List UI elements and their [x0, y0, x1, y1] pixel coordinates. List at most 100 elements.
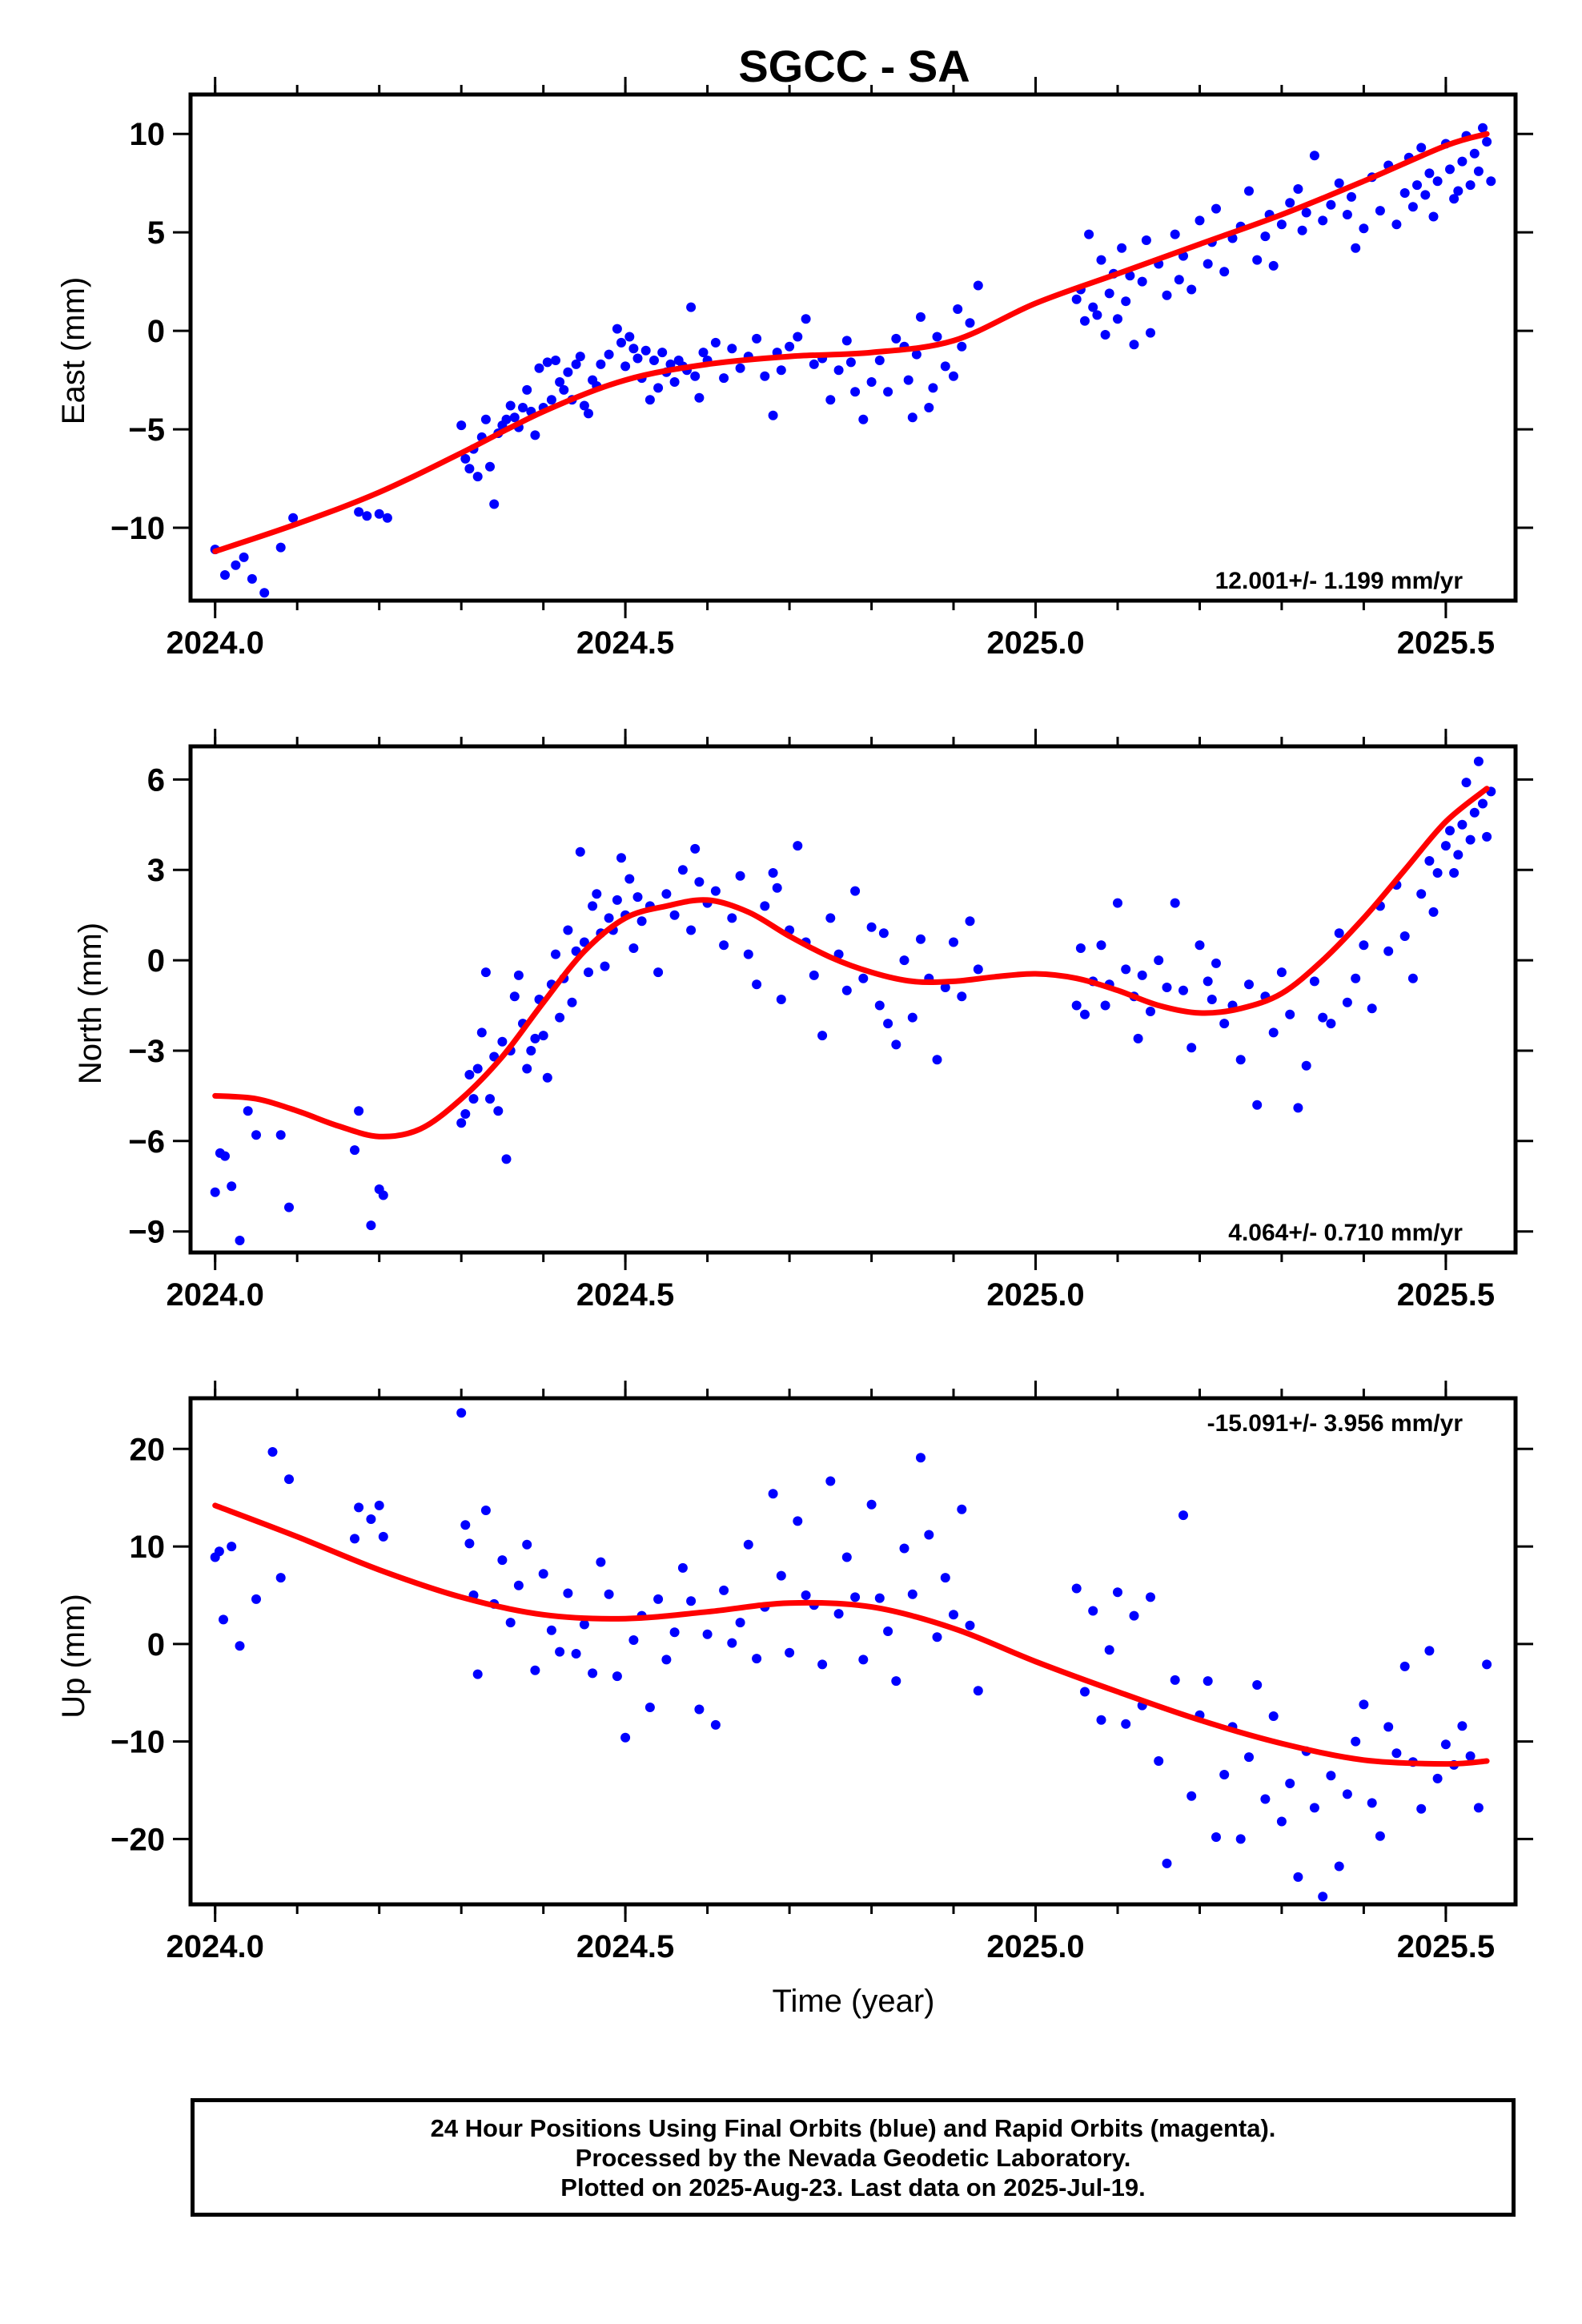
data-point	[509, 991, 520, 1002]
xlabel-time: Time (year)	[773, 1984, 935, 2019]
data-point	[669, 377, 680, 387]
data-point	[899, 1543, 909, 1554]
data-point	[1453, 850, 1464, 860]
data-point	[1301, 1060, 1311, 1071]
data-point	[727, 913, 737, 923]
data-point	[1297, 225, 1307, 235]
data-point	[1326, 1771, 1336, 1781]
data-point	[891, 333, 901, 344]
data-point	[694, 392, 705, 403]
panel-east: East (mm) 2024.0 2024.5 2025.0 2025.5 −10 −5 0…	[56, 77, 1533, 661]
data-point	[1375, 1831, 1385, 1841]
data-point	[546, 1625, 556, 1635]
data-point	[1449, 868, 1460, 878]
data-point	[1359, 223, 1369, 234]
data-point	[1391, 219, 1402, 230]
y-tick-label: 3	[147, 853, 165, 888]
data-point	[1326, 1019, 1336, 1029]
data-point	[526, 1046, 536, 1055]
plot-frame-east	[188, 92, 1518, 603]
data-point	[649, 356, 659, 365]
data-point	[1318, 215, 1328, 226]
data-point	[378, 1190, 388, 1200]
x-tick-label: 2024.0	[167, 1929, 264, 1964]
data-point	[1162, 983, 1172, 992]
data-point	[588, 901, 598, 911]
data-point	[665, 359, 676, 369]
data-point	[1252, 255, 1263, 265]
data-point	[825, 913, 836, 923]
y-tick-label: −5	[128, 412, 165, 448]
data-point	[1285, 198, 1295, 208]
data-point	[1195, 940, 1205, 951]
data-point	[1186, 1791, 1197, 1801]
rate-label-up: -15.091+/- 3.956 mm/yr	[1207, 1410, 1464, 1437]
data-point	[1211, 1832, 1221, 1842]
data-point	[1424, 856, 1435, 866]
data-point	[850, 1592, 861, 1602]
data-point	[907, 412, 917, 423]
data-point	[472, 1063, 483, 1074]
y-tick-label: 20	[130, 1432, 166, 1467]
data-point	[624, 332, 635, 342]
data-point	[1075, 943, 1086, 953]
data-point	[1318, 1892, 1328, 1902]
data-point	[480, 1506, 491, 1515]
data-point	[551, 949, 560, 959]
data-point	[612, 1671, 622, 1682]
data-point	[505, 400, 516, 411]
data-point	[596, 1557, 606, 1567]
data-point	[833, 365, 844, 376]
data-point	[1252, 1100, 1263, 1110]
data-point	[719, 1585, 729, 1595]
data-point	[1461, 778, 1472, 788]
data-point	[1293, 1103, 1303, 1113]
data-point	[1154, 955, 1164, 966]
data-point	[1219, 1019, 1230, 1029]
data-point	[1154, 1756, 1164, 1766]
y-tick-label: 5	[147, 215, 165, 251]
data-point	[1293, 184, 1303, 194]
data-point	[1285, 1779, 1295, 1788]
data-point	[231, 560, 241, 570]
data-point	[911, 349, 921, 360]
data-point	[957, 991, 967, 1002]
data-point	[1457, 156, 1468, 167]
data-point	[612, 895, 622, 905]
data-point	[891, 1676, 901, 1687]
data-point	[571, 1649, 581, 1659]
data-point	[509, 412, 520, 423]
data-point	[1445, 164, 1455, 175]
data-point	[801, 1590, 811, 1600]
data-point	[760, 371, 770, 381]
data-point	[522, 1063, 532, 1074]
data-point	[809, 359, 819, 369]
y-tick-label: 0	[147, 1627, 165, 1663]
data-point	[883, 1626, 893, 1636]
x-tick-label: 2024.5	[576, 625, 674, 661]
footer-line-2: Processed by the Nevada Geodetic Laborat…	[575, 2143, 1131, 2172]
data-point	[1080, 316, 1090, 326]
data-point	[1088, 302, 1098, 312]
data-point	[1100, 1000, 1110, 1011]
data-point	[1195, 215, 1205, 226]
data-point	[374, 509, 384, 519]
data-point	[878, 928, 889, 939]
data-point	[1359, 940, 1369, 951]
data-point	[1469, 148, 1480, 159]
data-point	[686, 302, 697, 312]
data-point	[460, 453, 471, 464]
data-point	[214, 1546, 224, 1557]
data-point	[866, 1499, 877, 1510]
data-point	[518, 403, 528, 412]
data-point	[1399, 931, 1410, 941]
data-point	[1071, 1000, 1082, 1011]
y-tick-label: 0	[147, 943, 165, 979]
data-point	[1359, 1699, 1369, 1710]
data-point	[657, 348, 668, 358]
data-point	[1088, 1606, 1098, 1616]
data-point	[1235, 1834, 1246, 1844]
data-point	[563, 1588, 573, 1598]
y-tick-label: −3	[128, 1034, 165, 1069]
